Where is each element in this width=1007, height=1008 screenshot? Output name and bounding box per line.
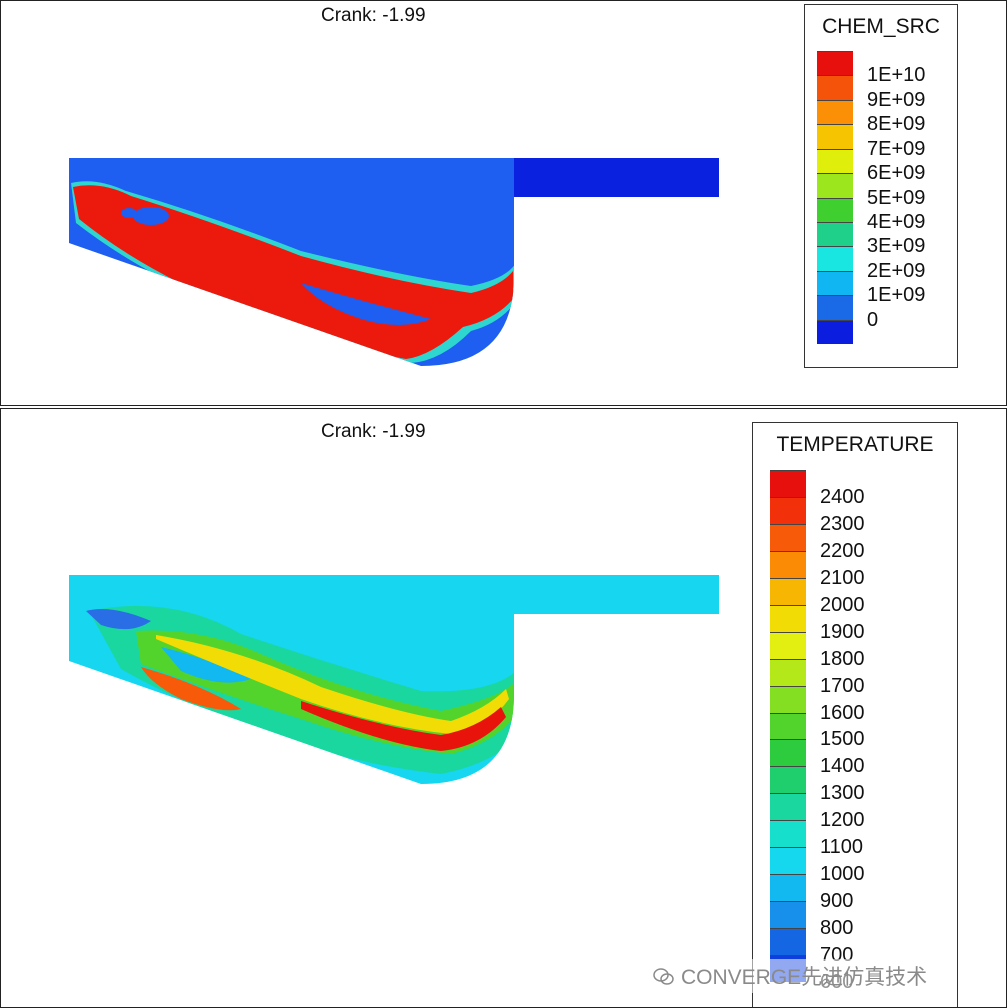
legend-tick-label: 2300 [820,512,865,535]
chem-src-legend: CHEM_SRC 1E+10 9E+09 8E+09 7E+09 6E+09 5E+09 4… [804,4,958,368]
legend-tick-label: 1200 [820,809,865,832]
legend-swatch [770,874,806,902]
legend-tick-label: 1800 [820,647,865,670]
flame-front-lower [141,667,241,711]
legend-tick-label: 2000 [820,593,865,616]
legend-color-bar [770,470,806,983]
legend-swatch [770,658,806,687]
legend-title: TEMPERATURE [776,433,934,456]
legend-tick-label: 1E+09 [867,284,926,307]
watermark-text: CONVERGE先进仿真技术 [681,966,928,989]
unburned-pocket-dot [121,208,137,218]
legend-tick-label: 4E+09 [867,210,926,233]
legend-swatch [770,847,806,875]
crank-label: Crank: -1.99 [321,5,426,26]
cool-pocket-2 [161,647,251,683]
chem-src-contour [69,158,719,366]
chamber-domain [69,575,719,784]
unburned-pocket-small [133,207,169,225]
legend-swatch [817,246,853,272]
legend-swatch [770,577,806,606]
temperature-contour [69,575,719,784]
legend-swatch [770,604,806,633]
legend-swatch [770,550,806,579]
legend-swatch [770,793,806,821]
legend-swatch [817,295,853,321]
legend-swatch [817,319,853,345]
legend-tick-label: 2100 [820,566,865,589]
legend-color-bar [817,51,853,345]
legend-tick-label: 1300 [820,782,865,805]
legend-tick-label: 1700 [820,674,865,697]
legend-tick-label: 1600 [820,701,865,724]
legend-title: CHEM_SRC [822,15,940,38]
cool-pocket [86,608,151,630]
watermark: CONVERGE先进仿真技术 [649,959,932,993]
crank-label: Crank: -1.99 [321,421,426,442]
legend-swatch [770,766,806,794]
legend-swatch [817,148,853,174]
legend-swatch [770,712,806,740]
legend-tick-label: 2400 [820,485,865,508]
legend-swatch [770,820,806,848]
unburned-pocket [301,283,431,325]
legend-swatch [770,901,806,929]
legend-swatch [817,221,853,247]
legend-tick-label: 2E+09 [867,259,926,282]
legend-swatch [817,197,853,223]
flame-front-hot [301,701,506,751]
legend-tick-label: 1500 [820,728,865,751]
legend-swatch [770,631,806,660]
legend-swatch [817,75,853,101]
legend-swatch [770,470,806,498]
legend-tick-label: 1400 [820,755,865,778]
legend-swatch [770,496,806,525]
legend-swatch [817,99,853,125]
legend-tick-label: 1000 [820,863,865,886]
legend-tick-label: 7E+09 [867,137,926,160]
legend-tick-label: 900 [820,890,854,913]
legend-swatch [817,270,853,296]
legend-swatch [770,685,806,714]
legend-swatch [770,739,806,767]
temperature-legend: TEMPERATURE 2400 2300 2200 2100 2000 1900 1800… [752,422,958,1007]
legend-tick-label: 1100 [820,836,864,859]
temperature-panel: Crank: -1.99 TEMPERATURE 2400 2300 2200 210… [0,408,1007,1008]
legend-tick-label: 800 [820,917,854,940]
legend-swatch [817,173,853,198]
legend-swatch [770,928,806,956]
legend-swatch [817,51,853,76]
chamber-domain [69,158,719,366]
legend-tick-label: 8E+09 [867,113,926,136]
squish-region [514,158,719,197]
legend-swatch [770,523,806,552]
legend-tick-label: 3E+09 [867,235,926,258]
legend-tick-label: 0 [867,308,879,331]
flame-front-upper [156,635,509,734]
wechat-icon [653,968,674,985]
legend-tick-label: 1900 [820,620,865,643]
legend-tick-label: 1E+10 [867,64,926,87]
legend-tick-label: 6E+09 [867,162,926,185]
legend-tick-label: 5E+09 [867,186,926,209]
chem-src-panel: Crank: -1.99 CHEM_SRC 1E+10 9E+09 8E+09 7E+… [0,0,1007,406]
legend-tick-label: 9E+09 [867,88,926,111]
legend-swatch [817,124,853,150]
legend-tick-label: 2200 [820,539,865,562]
